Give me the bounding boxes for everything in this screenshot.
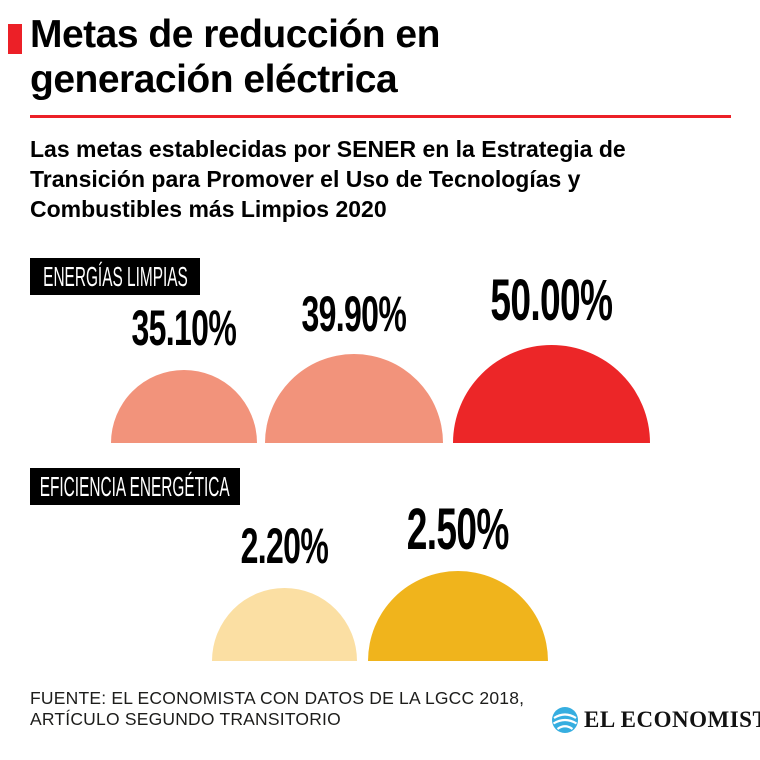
- title-accent-marker: [8, 24, 22, 54]
- semicircle-clean-energy-35: [111, 370, 257, 443]
- publisher-name: EL ECONOMISTA: [584, 707, 760, 732]
- section-label-text: ENERGÍAS LIMPIAS: [42, 260, 188, 292]
- value-label-clean-energy-2033: 39.90%: [301, 286, 407, 342]
- chart-subtitle: Las metas establecidas por SENER en la E…: [30, 134, 690, 224]
- section-label-energias-limpias: ENERGÍAS LIMPIAS: [30, 258, 200, 295]
- section-label-text: EFICIENCIA ENERGÉTICA: [40, 470, 230, 502]
- value-label-efficiency-250: 2.50%: [406, 497, 510, 562]
- semicircle-efficiency-250: [368, 571, 548, 661]
- section-label-eficiencia-energetica: EFICIENCIA ENERGÉTICA: [30, 468, 240, 505]
- value-label-clean-energy-2024: 35.10%: [131, 300, 237, 356]
- page-title: Metas de reducción en generación eléctric…: [30, 12, 440, 102]
- semicircle-efficiency-220: [212, 588, 357, 661]
- value-label-efficiency-220: 2.20%: [240, 518, 329, 574]
- semicircle-clean-energy-39: [265, 354, 443, 443]
- source-line1: FUENTE: EL ECONOMISTA CON DATOS DE LA LG…: [30, 688, 525, 708]
- page-title-line1: Metas de reducción en: [30, 13, 440, 56]
- title-divider: [30, 115, 731, 118]
- subtitle-line1: Las metas establecidas por SENER en la E…: [30, 136, 626, 162]
- value-label-clean-energy-2050: 50.00%: [490, 268, 613, 333]
- source-note: FUENTE: EL ECONOMISTA CON DATOS DE LA LG…: [30, 688, 524, 730]
- publisher-logo: EL ECONOMISTA: [551, 706, 760, 734]
- subtitle-line2: Transición para Promover el Uso de Tecno…: [30, 166, 581, 192]
- semicircle-clean-energy-50: [453, 345, 650, 443]
- source-line2: ARTÍCULO SEGUNDO TRANSITORIO: [30, 709, 341, 729]
- subtitle-line3: Combustibles más Limpios 2020: [30, 196, 387, 222]
- globe-icon: [552, 707, 578, 733]
- page-title-line2: generación eléctrica: [30, 58, 398, 101]
